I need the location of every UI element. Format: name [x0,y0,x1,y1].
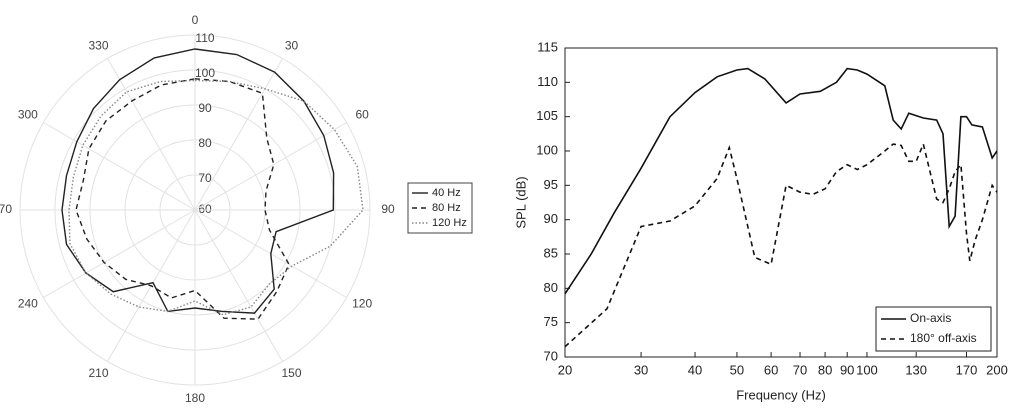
theta-tick-label: 30 [285,38,299,52]
r-tick-label: 100 [195,66,215,80]
theta-tick-label: 240 [18,297,38,311]
x-tick-label: 90 [840,362,854,377]
y-tick-label: 115 [537,39,558,54]
legend-label: 40 Hz [432,187,461,199]
series-line [564,141,998,348]
polar-line [61,48,335,314]
x-tick-label: 70 [793,362,807,377]
x-axis-label: Frequency (Hz) [736,387,826,402]
x-tick-label: 60 [764,362,778,377]
y-tick-label: 110 [537,74,558,89]
line-chart: 70 75 80 85 90 95 100 105 110 115 20 30 40 50 60 70 80 90… [513,39,1007,402]
r-tick-label: 110 [195,31,214,45]
theta-tick-label: 0 [192,13,199,27]
legend-label: 80 Hz [432,202,461,214]
r-tick-label: 70 [198,171,212,185]
angle-grid [43,122,196,211]
x-tick-label: 80 [818,362,832,377]
y-tick-label: 100 [536,142,558,157]
angle-grid [107,58,196,211]
x-tick-label: 200 [986,362,1008,377]
theta-tick-label: 270 [0,202,12,216]
plot-frame [564,47,998,358]
angle-grid [194,209,283,362]
x-tick-label: 20 [558,362,572,377]
legend-box [407,182,473,234]
legend-label: 180° off-axis [910,331,977,345]
y-tick-label: 75 [544,314,558,329]
r-tick-label: 90 [198,101,212,115]
angle-grid [194,122,347,211]
y-tick-label: 105 [536,108,558,123]
theta-tick-label: 180 [185,391,205,405]
angle-grid [194,58,283,211]
x-tick-label: 40 [688,362,702,377]
y-tick-label: 70 [544,348,558,363]
x-tick-label: 30 [634,362,648,377]
theta-tick-label: 330 [88,38,108,52]
angle-grid [43,209,196,298]
theta-tick-label: 120 [352,297,372,311]
y-axis-label: SPL (dB) [513,176,528,228]
theta-tick-label: 150 [281,366,301,380]
x-tick-label: 100 [856,362,878,377]
x-tick-label: 50 [730,362,744,377]
polar-chart: 6070809010011003060901201501802102402703… [0,13,473,405]
legend-label: On-axis [910,311,951,325]
theta-tick-label: 210 [88,366,108,380]
y-tick-label: 90 [544,211,558,226]
x-tick-label: 170 [956,362,978,377]
polar-line [75,78,290,320]
r-tick-label: 80 [198,136,212,150]
y-tick-label: 85 [544,245,558,260]
legend-box [875,306,992,352]
x-tick-label: 130 [905,362,927,377]
y-tick-label: 80 [544,280,558,295]
legend-label: 120 Hz [432,217,467,229]
series-line [564,67,998,295]
theta-tick-label: 90 [381,202,395,216]
y-tick-label: 95 [544,177,558,192]
theta-tick-label: 300 [18,108,38,122]
theta-tick-label: 60 [355,108,369,122]
